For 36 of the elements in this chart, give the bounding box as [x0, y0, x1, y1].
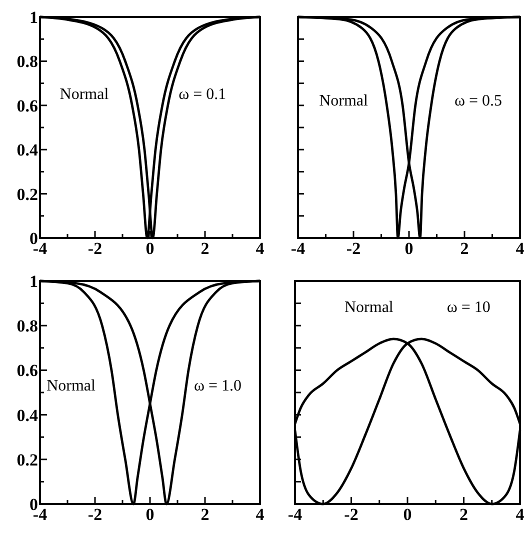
y-tick-label: 0.4: [16, 140, 38, 160]
y-tick-label: 0.8: [16, 52, 38, 72]
x-tick-label: 0: [404, 239, 414, 258]
y-tick-label: 0.4: [16, 406, 38, 425]
x-tick-label: -4: [290, 239, 306, 258]
x-tick-label: 2: [200, 505, 210, 524]
annotation: Normal: [344, 299, 394, 316]
x-tick-label: -2: [88, 505, 102, 524]
annotation: Normal: [319, 92, 369, 110]
x-tick-label: 0: [146, 505, 154, 524]
x-tick-label: 2: [460, 505, 468, 524]
annotation: Normal: [46, 377, 96, 394]
x-tick-label: 4: [516, 505, 524, 524]
y-tick-label: 0.2: [16, 450, 38, 470]
x-tick-label: -4: [288, 505, 303, 524]
y-tick-label: 0.8: [16, 316, 38, 336]
y-tick-label: 0.2: [16, 184, 38, 204]
x-tick-label: 2: [200, 239, 210, 258]
y-tick-label: 1: [30, 8, 38, 27]
y-tick-label: 1: [30, 272, 38, 291]
annotation: ω = 0.1: [178, 86, 226, 103]
annotation: ω = 10: [446, 299, 490, 316]
annotation: ω = 1.0: [194, 377, 242, 394]
x-tick-label: 0: [146, 239, 154, 258]
x-tick-label: 2: [460, 239, 469, 258]
x-tick-label: 4: [256, 505, 265, 524]
annotation: ω = 0.5: [454, 92, 502, 110]
x-tick-label: -2: [344, 505, 358, 524]
x-tick-label: 0: [403, 505, 412, 524]
x-tick-label: -2: [346, 239, 361, 258]
x-tick-label: 4: [516, 239, 524, 258]
y-tick-label: 0.6: [16, 361, 38, 380]
x-tick-label: 4: [256, 239, 265, 258]
annotation: Normal: [60, 86, 110, 103]
y-tick-label: 0.6: [16, 96, 38, 116]
x-tick-label: -2: [88, 239, 102, 258]
